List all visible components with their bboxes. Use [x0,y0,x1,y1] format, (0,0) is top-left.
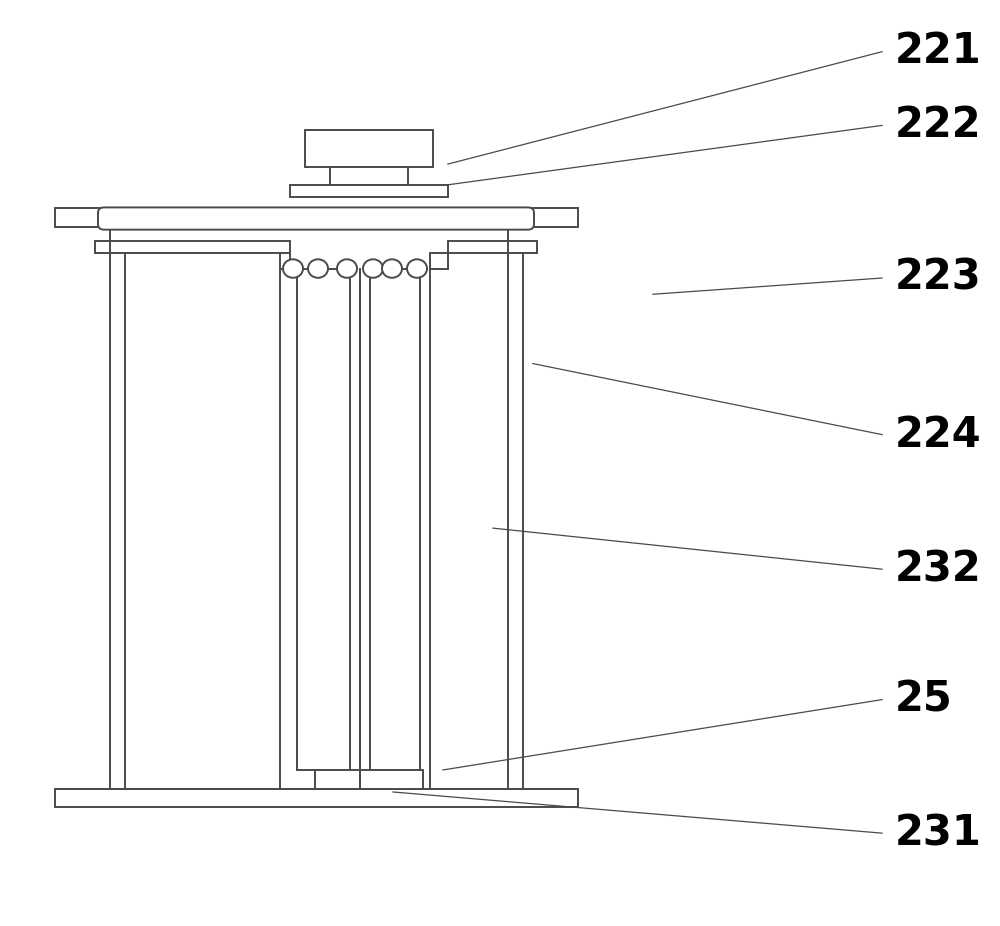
Bar [430,253,448,269]
Bar [297,269,350,770]
Circle shape [382,259,402,278]
Bar [330,167,408,185]
Bar [95,241,290,253]
Text: 232: 232 [895,548,982,591]
Bar [305,130,433,167]
FancyBboxPatch shape [98,207,534,230]
Text: 25: 25 [895,678,953,720]
Circle shape [337,259,357,278]
Text: 222: 222 [895,104,982,146]
Bar [280,253,290,269]
Bar [55,208,578,227]
Text: 223: 223 [895,257,982,299]
Bar [315,770,423,789]
Circle shape [363,259,383,278]
Bar [55,789,578,807]
Bar [290,185,448,197]
Bar [370,269,420,770]
Text: 231: 231 [895,812,982,855]
Circle shape [407,259,427,278]
Text: 221: 221 [895,30,982,72]
Circle shape [283,259,303,278]
Text: 224: 224 [895,414,982,457]
Bar [448,241,537,253]
Circle shape [308,259,328,278]
